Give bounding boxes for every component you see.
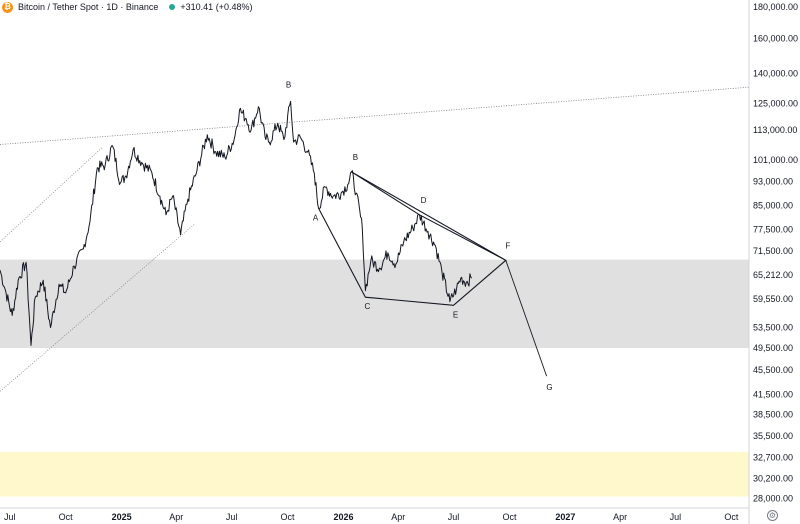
price-tick-label: 140,000.00 [753, 69, 798, 79]
bitcoin-icon: ₿ [2, 1, 13, 13]
price-tick-label: 101,000.00 [753, 155, 798, 165]
price-tick-label: 59,550.00 [753, 294, 793, 304]
price-tick-label: 45,500.00 [753, 365, 793, 375]
price-tick-label: 160,000.00 [753, 33, 798, 43]
time-tick-label: Oct [724, 512, 739, 522]
symbol-title[interactable]: Bitcoin / Tether Spot · 1D · Binance [18, 2, 159, 12]
wave-label-b: B [353, 153, 358, 162]
wave-label-a: A [313, 213, 319, 222]
time-tick-label: 2027 [555, 512, 575, 522]
price-tick-label: 30,200.00 [753, 473, 793, 483]
triangle-outline [318, 171, 507, 306]
wave-label-d: D [421, 196, 427, 205]
projection-line [505, 260, 548, 377]
price-tick-label: 49,500.00 [753, 343, 793, 353]
symbol-header: ₿ Bitcoin / Tether Spot · 1D · Binance +… [2, 0, 252, 14]
price-tick-label: 77,500.00 [753, 225, 793, 235]
wave-label-g: G [546, 383, 552, 392]
price-tick-label: 180,000.00 [753, 2, 798, 12]
price-tick-label: 65,212.00 [753, 270, 793, 280]
time-tick-label: 2026 [333, 512, 353, 522]
wave-label-e: E [453, 310, 458, 319]
wave-label-f: F [505, 241, 510, 250]
price-tick-label: 32,700.00 [753, 452, 793, 462]
wave-label-c: C [364, 302, 370, 311]
time-tick-label: Apr [391, 512, 405, 522]
time-tick-label: Apr [169, 512, 183, 522]
chart-settings-icon[interactable]: ⚙ [767, 510, 778, 521]
wave-pattern-layer: B A B C D E F G [286, 80, 553, 392]
time-tick-label: Jul [670, 512, 682, 522]
price-tick-label: 41,500.00 [753, 390, 793, 400]
long-trendline [0, 86, 751, 145]
price-tick-label: 93,000.00 [753, 177, 793, 187]
channel-line [0, 146, 103, 243]
price-tick-label: 125,000.00 [753, 98, 798, 108]
price-tick-label: 38,500.00 [753, 409, 793, 419]
zones-layer [0, 259, 749, 497]
price-tick-label: 28,000.00 [753, 493, 793, 503]
price-tick-label: 113,000.00 [753, 125, 797, 135]
time-tick-label: Apr [613, 512, 627, 522]
time-tick-label: Jul [4, 512, 16, 522]
price-tick-label: 53,500.00 [753, 322, 793, 332]
gray-zone [0, 259, 749, 349]
price-series-layer [0, 100, 473, 346]
price-line [0, 100, 473, 346]
price-axis[interactable]: 180,000.00 160,000.00 140,000.00 125,000.00… [753, 2, 798, 503]
price-tick-label: 35,500.00 [753, 431, 793, 441]
price-tick-label: 71,500.00 [753, 246, 793, 256]
price-change: +310.41 (+0.48%) [180, 2, 253, 12]
price-tick-label: 85,000.00 [753, 200, 793, 210]
time-tick-label: Jul [448, 512, 460, 522]
time-tick-label: Oct [281, 512, 296, 522]
market-status-dot [169, 4, 176, 10]
time-tick-label: Oct [59, 512, 74, 522]
yellow-zone [0, 451, 749, 497]
trendlines-layer [0, 86, 751, 392]
time-axis[interactable]: Jul Oct 2025 Apr Jul Oct 2026 Apr Jul Oct 2027 Apr J… [0, 507, 749, 522]
time-tick-label: 2025 [112, 512, 132, 522]
wave-label-b: B [286, 80, 291, 89]
time-tick-label: Oct [502, 512, 517, 522]
time-tick-label: Jul [226, 512, 238, 522]
channel-line [0, 224, 195, 392]
triangle-upper-line [351, 171, 507, 261]
